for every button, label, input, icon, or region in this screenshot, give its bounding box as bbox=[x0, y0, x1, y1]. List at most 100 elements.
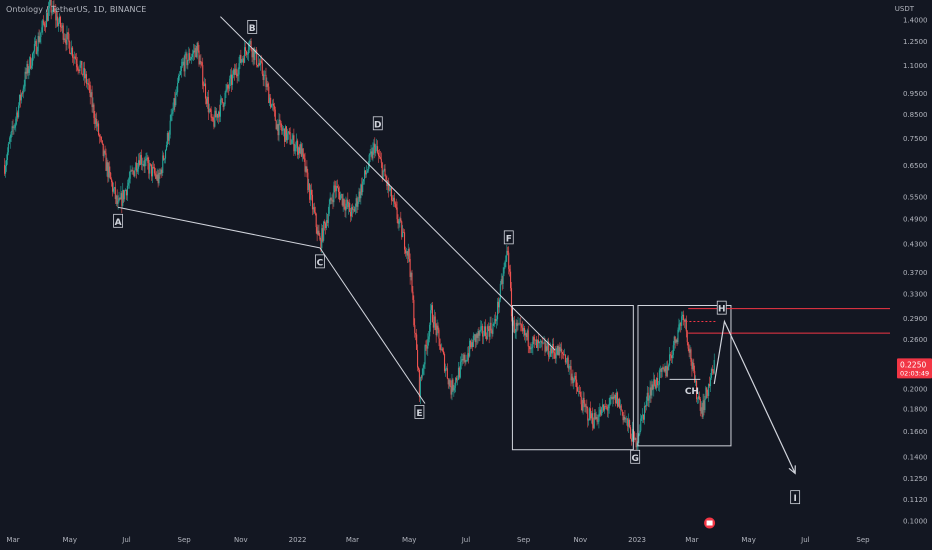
candle-body bbox=[666, 366, 668, 377]
candle-body bbox=[443, 354, 446, 372]
time-tick-label: Sep bbox=[517, 536, 531, 544]
candle-body bbox=[312, 207, 314, 210]
candle-body bbox=[262, 73, 264, 81]
candle-body bbox=[589, 408, 592, 419]
candle-body bbox=[9, 138, 11, 142]
candle-body bbox=[551, 343, 553, 354]
candle-body bbox=[683, 320, 686, 322]
candle-body bbox=[494, 318, 496, 324]
time-tick-label: Jul bbox=[800, 536, 810, 544]
candle-body bbox=[153, 167, 155, 174]
candle-body bbox=[639, 430, 641, 435]
candle-body bbox=[191, 57, 193, 59]
candle-body bbox=[162, 155, 164, 173]
candle-body bbox=[8, 141, 10, 144]
candle-body bbox=[657, 384, 659, 386]
candle-body bbox=[669, 354, 671, 366]
candle-body bbox=[618, 398, 620, 408]
symbol-legend[interactable]: Ontology / TetherUS, 1D, BINANCE bbox=[6, 5, 147, 14]
candle-body bbox=[204, 83, 207, 99]
candle-body bbox=[435, 323, 437, 336]
price-tick-label: 1.1000 bbox=[903, 62, 928, 70]
candle-body bbox=[514, 332, 516, 333]
time-axis[interactable]: Mar May Jul Sep Nov 2022 Mar May Jul Sep Nov 2023 Ma… bbox=[6, 517, 870, 545]
candle-body bbox=[86, 83, 88, 84]
price-tick-label: 0.4900 bbox=[903, 216, 928, 224]
candle-body bbox=[409, 258, 411, 277]
candle-body bbox=[94, 117, 96, 124]
candle-body bbox=[322, 228, 324, 241]
candle-body bbox=[310, 189, 312, 200]
candle-body bbox=[436, 325, 438, 336]
price-tick-label: 0.2900 bbox=[903, 315, 928, 323]
candle-body bbox=[687, 342, 689, 349]
candle-body bbox=[341, 194, 343, 206]
candle-body bbox=[320, 239, 322, 249]
candle-body bbox=[251, 49, 253, 58]
candle-body bbox=[69, 41, 71, 54]
candle-body bbox=[672, 345, 674, 355]
candle-body bbox=[49, 0, 51, 3]
candle-body bbox=[631, 429, 633, 442]
candle-body bbox=[309, 183, 311, 200]
candle-body bbox=[454, 385, 456, 388]
candle-body bbox=[676, 339, 678, 343]
candle-body bbox=[611, 396, 613, 399]
candle-body bbox=[525, 333, 527, 337]
candle-body bbox=[684, 319, 686, 322]
candle-body bbox=[123, 190, 125, 200]
candle-body bbox=[283, 128, 285, 130]
candle-body bbox=[596, 417, 598, 422]
candle-body bbox=[48, 2, 50, 9]
candle-body bbox=[585, 406, 587, 407]
candle-body bbox=[239, 55, 241, 64]
candle-body bbox=[243, 58, 245, 63]
candle-body bbox=[364, 170, 367, 175]
candle-body bbox=[199, 60, 201, 65]
candle-body bbox=[566, 357, 568, 362]
candle-body bbox=[237, 74, 239, 77]
candle-body bbox=[495, 318, 497, 322]
candle-body bbox=[227, 85, 229, 89]
wave-label: I bbox=[793, 494, 796, 504]
candle-body bbox=[350, 211, 352, 217]
candle-body bbox=[50, 0, 52, 13]
candle-body bbox=[689, 349, 691, 353]
drawings-layer: A B C D E F G H I CH bbox=[113, 16, 890, 504]
candle-body bbox=[55, 11, 57, 21]
candle-body bbox=[281, 127, 283, 131]
candle-body bbox=[645, 400, 647, 407]
candle-body bbox=[368, 154, 370, 167]
candle-body bbox=[78, 69, 80, 71]
candle-body bbox=[536, 339, 538, 348]
candle-body bbox=[228, 88, 230, 89]
candle-body bbox=[569, 366, 571, 367]
candle-body bbox=[272, 103, 274, 106]
candle-body bbox=[583, 397, 585, 404]
candle-body bbox=[292, 135, 294, 141]
candle-body bbox=[59, 16, 61, 28]
price-axis[interactable]: 1.4000 1.2500 1.1000 0.9500 0.8500 0.7500 0.65… bbox=[897, 16, 932, 525]
candle-body bbox=[18, 105, 20, 118]
candle-body bbox=[335, 185, 337, 192]
candle-body bbox=[231, 74, 233, 85]
candle-body bbox=[654, 379, 656, 385]
candle-body bbox=[369, 153, 371, 155]
candle-body bbox=[705, 387, 707, 399]
candle-body bbox=[592, 424, 594, 428]
candle-body bbox=[444, 368, 447, 372]
candle-body bbox=[653, 379, 655, 390]
candle-body bbox=[24, 71, 26, 87]
candle-body bbox=[528, 346, 530, 347]
candle-body bbox=[697, 396, 699, 399]
wave-label-box bbox=[372, 116, 383, 131]
candle-body bbox=[390, 187, 392, 191]
candle-body bbox=[402, 232, 404, 238]
candle-body bbox=[527, 330, 529, 347]
candle-body bbox=[545, 346, 547, 352]
price-tick-label: 0.9500 bbox=[903, 90, 928, 98]
candle-body bbox=[561, 348, 563, 353]
candle-body bbox=[396, 207, 398, 220]
candle-body bbox=[458, 367, 460, 378]
